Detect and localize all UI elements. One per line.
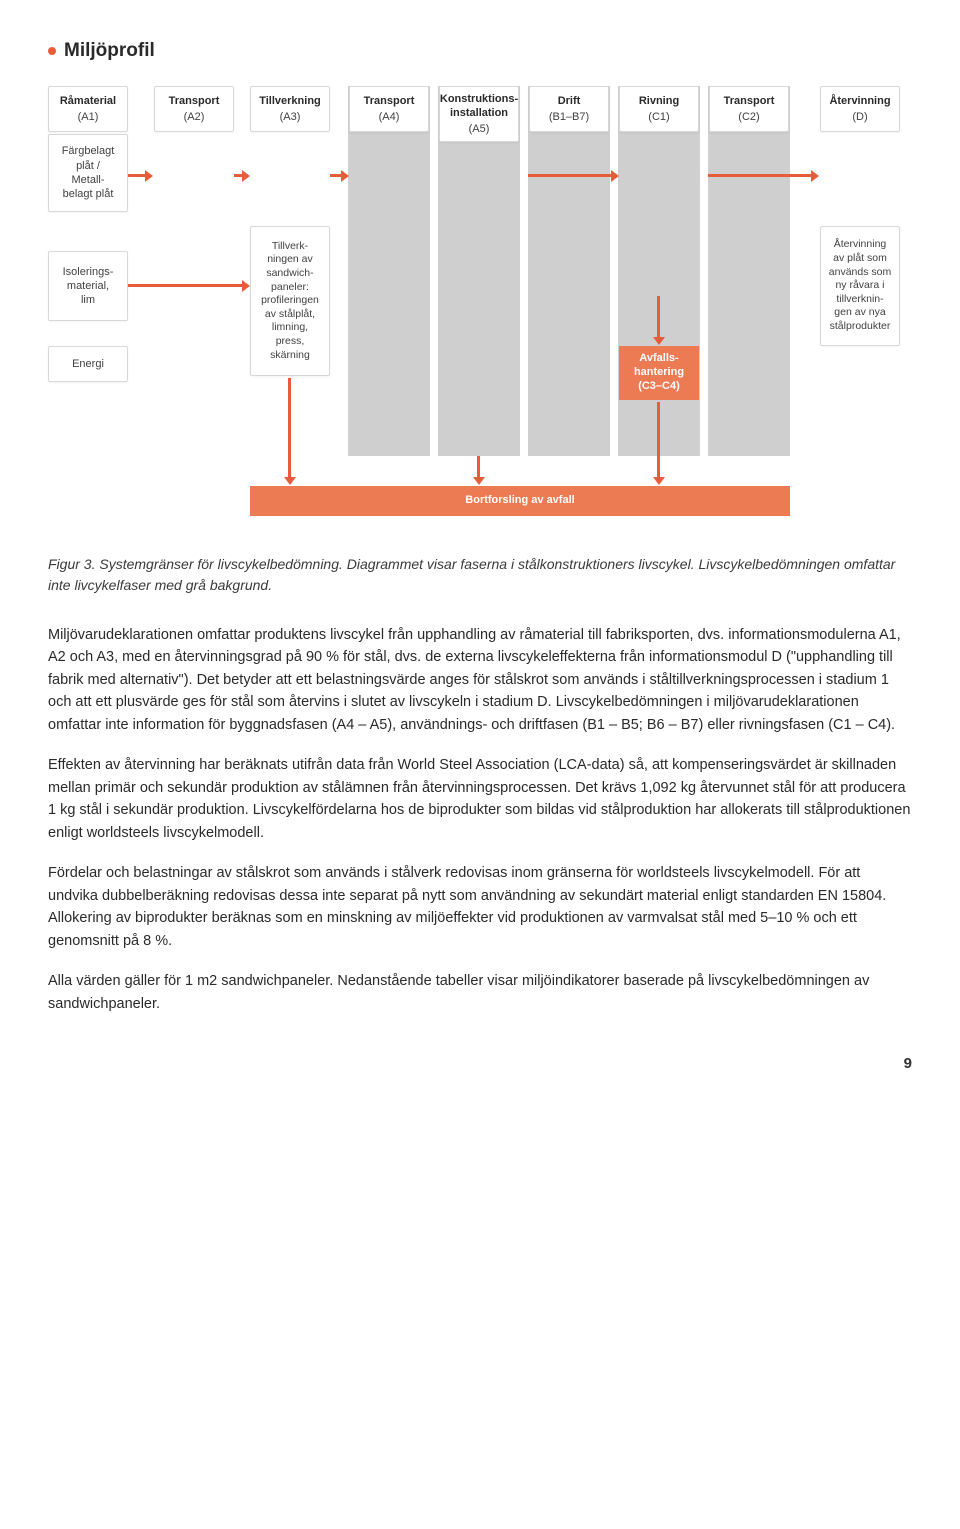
para-1: Miljövarudeklarationen omfattar produkte… [48,624,912,736]
arrow-a3-a4 [330,174,342,177]
arrow-b-c1 [528,174,612,177]
box-fargbelagt: Färgbelagt plåt / Metall- belagt plåt [48,134,128,212]
box-isolerings: Isolerings- material, lim [48,251,128,321]
grey-col-c1 [618,86,700,456]
box-a4: Transport (A4) [349,86,429,132]
box-avfall: Avfalls- hantering (C3–C4) [619,346,699,400]
arrow-a5-bort [477,456,480,478]
bullet-dot [48,47,56,55]
figure-caption: Figur 3. Systemgränser för livscykelbedö… [48,554,912,596]
para-2: Effekten av återvinning har beräknats ut… [48,754,912,844]
page-number: 9 [48,1055,912,1072]
box-atervinning-detail: Återvinning av plåt som används som ny r… [820,226,900,346]
section-title-text: Miljöprofil [64,40,155,62]
section-title: Miljöprofil [48,40,912,62]
box-d: Återvinning (D) [820,86,900,132]
box-a2: Transport (A2) [154,86,234,132]
lifecycle-diagram: Råmaterial (A1) Transport (A2) Tillverkn… [48,86,912,526]
arrow-c2-d [708,174,812,177]
box-b: Drift (B1–B7) [529,86,609,132]
arrow-a1-a2 [128,174,146,177]
box-bortforsling: Bortforsling av avfall [250,486,790,516]
box-a3: Tillverkning (A3) [250,86,330,132]
box-c1: Rivning (C1) [619,86,699,132]
box-a1: Råmaterial (A1) [48,86,128,132]
body-text: Miljövarudeklarationen omfattar produkte… [48,624,912,1015]
grey-col-a4 [348,86,430,456]
arrow-c1-avfall [657,296,660,338]
arrow-a2-a3 [234,174,243,177]
arrow-a3-bort [288,378,291,478]
para-4: Alla värden gäller för 1 m2 sandwichpane… [48,970,912,1015]
box-tillverkning-detail: Tillverk- ningen av sandwich- paneler: p… [250,226,330,376]
para-3: Fördelar och belastningar av stålskrot s… [48,862,912,952]
box-c2: Transport (C2) [709,86,789,132]
box-energi: Energi [48,346,128,382]
grey-col-b [528,86,610,456]
box-a5: Konstruktions- installation (A5) [439,86,519,142]
grey-col-c2 [708,86,790,456]
arrow-iso-a3 [128,284,243,287]
arrow-avfall-bort [657,402,660,478]
